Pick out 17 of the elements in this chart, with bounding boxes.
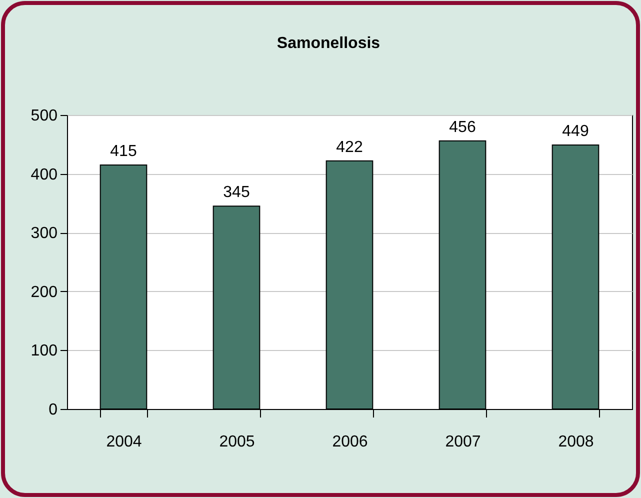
- y-tick-label: 0: [48, 402, 58, 418]
- y-tick-label: 400: [30, 166, 58, 184]
- x-tick-label: 2005: [219, 434, 255, 450]
- data-label: 345: [223, 184, 250, 202]
- x-tick-label: 2004: [106, 434, 142, 450]
- data-label: 415: [110, 142, 137, 160]
- x-tick-label: 2008: [558, 434, 594, 450]
- data-label: 449: [562, 122, 589, 140]
- data-label: 422: [336, 138, 363, 156]
- x-tick-label: 2007: [445, 434, 481, 450]
- y-tick-label: 300: [30, 225, 58, 242]
- y-tick-label: 500: [30, 108, 58, 124]
- y-tick-label: 100: [30, 342, 58, 360]
- chart-title: Samonellosis: [276, 35, 380, 52]
- x-tick-label: 2006: [332, 434, 368, 450]
- y-tick-label: 200: [30, 284, 58, 301]
- data-label: 456: [449, 118, 476, 136]
